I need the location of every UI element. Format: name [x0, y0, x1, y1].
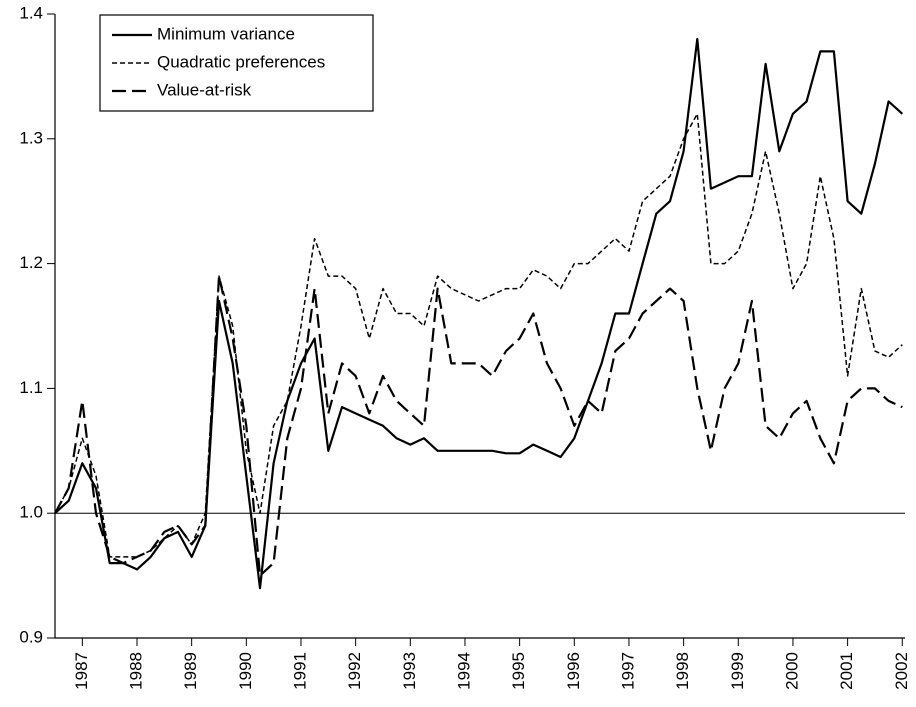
x-tick-label: 1994	[454, 652, 473, 690]
series-line	[54, 113, 903, 558]
legend-label: Value-at-risk	[157, 80, 252, 99]
x-tick-label: 2002	[892, 652, 911, 690]
x-tick-label: 1998	[673, 652, 692, 690]
x-tick-label: 1995	[509, 652, 528, 690]
y-tick-label: 1.2	[19, 253, 43, 272]
y-tick-label: 1.0	[19, 503, 43, 522]
x-tick-label: 1996	[564, 652, 583, 690]
y-tick-label: 0.9	[19, 627, 43, 646]
x-tick-label: 1989	[181, 652, 200, 690]
x-tick-label: 1997	[618, 652, 637, 690]
x-tick-label: 1992	[345, 652, 364, 690]
y-tick-label: 1.3	[19, 128, 43, 147]
x-tick-label: 1993	[400, 652, 419, 690]
x-tick-label: 2000	[782, 652, 801, 690]
y-tick-label: 1.1	[19, 378, 43, 397]
x-tick-label: 1990	[236, 652, 255, 690]
x-tick-label: 2001	[837, 652, 856, 690]
series-line	[54, 275, 903, 577]
x-tick-label: 1988	[126, 652, 145, 690]
legend-label: Minimum variance	[157, 24, 295, 43]
x-tick-label: 1999	[728, 652, 747, 690]
x-tick-label: 1991	[290, 652, 309, 690]
y-tick-label: 1.4	[19, 3, 43, 22]
legend-label: Quadratic preferences	[157, 52, 325, 71]
series-line	[54, 37, 904, 590]
x-tick-label: 1987	[72, 652, 91, 690]
